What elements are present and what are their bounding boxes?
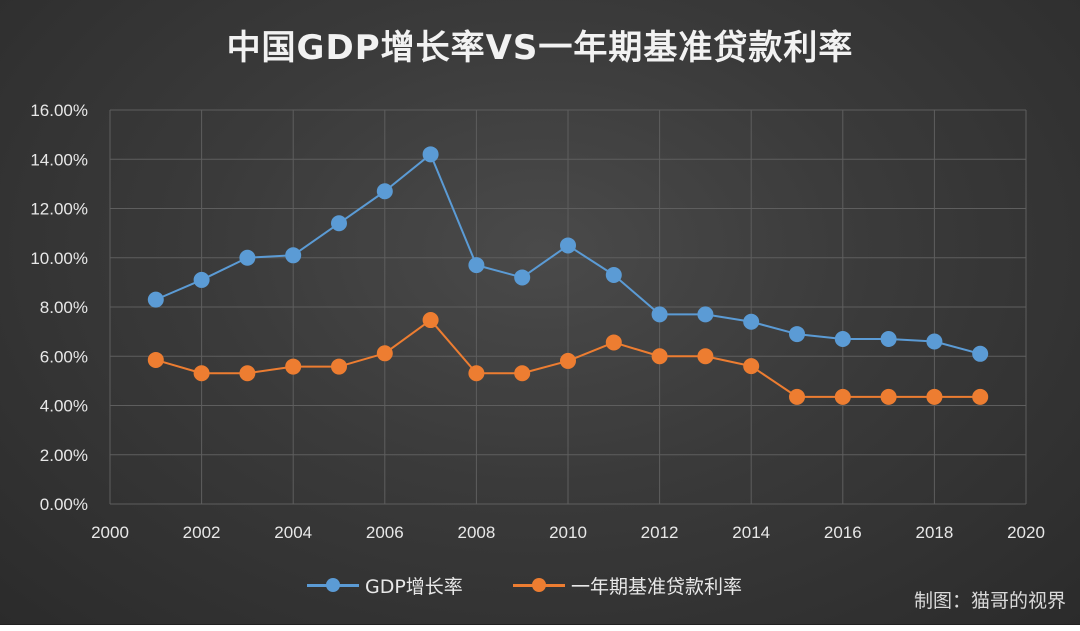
data-point	[514, 269, 531, 286]
data-point	[468, 365, 485, 382]
y-tick-label: 0.00%	[40, 495, 88, 514]
chart-credit: 制图：猫哥的视界	[913, 590, 1066, 612]
data-point	[789, 388, 805, 405]
data-point	[880, 331, 897, 348]
data-point	[193, 365, 210, 382]
legend-item-loan-rate: 一年期基准贷款利率	[513, 568, 742, 602]
data-point	[422, 312, 439, 329]
data-point	[193, 271, 210, 288]
legend-label-loan-rate: 一年期基准贷款利率	[571, 575, 743, 598]
data-point	[147, 351, 164, 368]
data-point	[468, 257, 485, 274]
y-tick-label: 16.00%	[30, 101, 88, 120]
data-point	[651, 306, 668, 323]
x-tick-label: 2014	[732, 523, 770, 542]
data-point	[331, 358, 347, 375]
x-tick-label: 2020	[1007, 523, 1045, 542]
data-point	[834, 331, 851, 348]
y-tick-label: 12.00%	[30, 200, 88, 219]
data-point	[743, 313, 760, 330]
gridlines	[109, 109, 1027, 505]
data-series	[147, 146, 989, 405]
data-point	[743, 358, 760, 375]
data-point	[972, 345, 989, 362]
data-point	[605, 266, 622, 283]
data-point	[331, 215, 347, 232]
data-point	[422, 146, 439, 163]
y-tick-label: 8.00%	[40, 298, 88, 317]
data-point	[147, 291, 164, 308]
y-tick-label: 14.00%	[30, 150, 88, 169]
legend-marker-loan-rate	[532, 578, 546, 592]
data-point	[834, 388, 851, 405]
chart-title: 中国GDP增长率VS一年期基准贷款利率	[226, 28, 854, 68]
data-point	[972, 388, 989, 405]
data-point	[560, 352, 576, 369]
data-point	[697, 306, 714, 323]
data-point	[239, 365, 256, 382]
data-point	[285, 247, 302, 264]
data-point	[376, 345, 393, 362]
data-point	[926, 388, 943, 405]
y-tick-label: 6.00%	[40, 347, 88, 366]
data-point	[926, 333, 943, 350]
series-1	[147, 312, 989, 405]
y-tick-label: 2.00%	[40, 446, 88, 465]
data-point	[285, 358, 302, 375]
x-tick-label: 2000	[91, 523, 129, 542]
legend-item-gdp: GDP增长率	[307, 568, 463, 602]
x-tick-label: 2002	[183, 523, 221, 542]
legend-marker-gdp	[326, 578, 340, 592]
data-point	[239, 249, 256, 266]
legend-swatch-gdp	[307, 575, 359, 595]
x-tick-label: 2010	[549, 523, 587, 542]
legend-swatch-loan-rate	[513, 575, 565, 595]
y-tick-label: 4.00%	[40, 397, 88, 416]
data-point	[880, 388, 897, 405]
data-point	[697, 348, 714, 365]
data-point	[605, 334, 622, 351]
data-point	[651, 348, 668, 365]
x-tick-label: 2012	[641, 523, 679, 542]
x-tick-label: 2018	[915, 523, 953, 542]
data-point	[560, 237, 576, 254]
x-tick-label: 2016	[824, 523, 862, 542]
data-point	[376, 183, 393, 200]
series-0	[147, 146, 989, 362]
x-tick-label: 2008	[457, 523, 495, 542]
x-tick-label: 2004	[274, 523, 312, 542]
x-tick-label: 2006	[366, 523, 404, 542]
axis-ticks: 0.00% 2.00% 4.00% 6.00% 8.00% 10.00% 12.00% 14.…	[30, 101, 1045, 542]
chart-legend: GDP增长率 一年期基准贷款利率	[0, 568, 1080, 602]
y-tick-label: 10.00%	[30, 249, 88, 268]
legend-label-gdp: GDP增长率	[365, 575, 463, 598]
data-point	[514, 365, 531, 382]
data-point	[789, 326, 805, 343]
